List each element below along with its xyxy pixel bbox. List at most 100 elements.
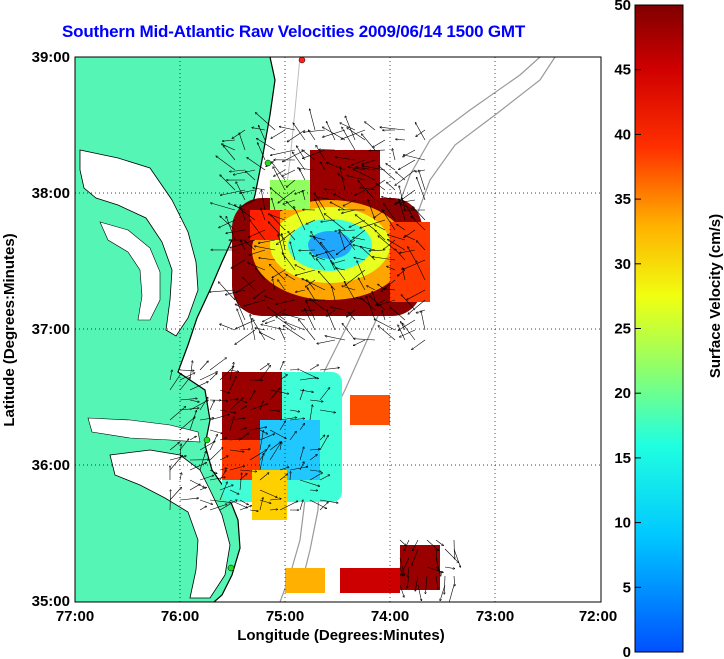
velocity-vector bbox=[239, 499, 248, 505]
velocity-vector bbox=[259, 499, 271, 503]
velocity-vector bbox=[310, 236, 326, 241]
velocity-vector bbox=[235, 297, 246, 321]
velocity-vector bbox=[312, 255, 326, 261]
velocity-vector bbox=[395, 189, 416, 205]
velocity-vector bbox=[387, 239, 406, 251]
velocity-vector bbox=[386, 182, 396, 191]
colorbar-tick-label: 25 bbox=[614, 321, 631, 338]
velocity-vector bbox=[357, 261, 366, 281]
velocity-vector bbox=[415, 575, 419, 591]
velocity-vector bbox=[310, 109, 316, 131]
velocity-vector bbox=[239, 399, 247, 403]
colorbar-tick-label: 45 bbox=[614, 62, 631, 79]
velocity-vector bbox=[303, 129, 326, 132]
velocity-vector bbox=[276, 299, 296, 304]
x-tick-label: 75:00 bbox=[266, 608, 304, 625]
velocity-vector bbox=[279, 327, 286, 341]
velocity-vector bbox=[358, 278, 366, 291]
velocity-vector bbox=[347, 176, 366, 181]
velocity-vector bbox=[271, 198, 276, 211]
velocity-vector bbox=[435, 575, 438, 589]
velocity-vector bbox=[324, 214, 346, 231]
velocity-vector bbox=[383, 203, 396, 221]
velocity-vector bbox=[293, 123, 306, 141]
velocity-vector bbox=[219, 482, 227, 501]
velocity-vector bbox=[282, 253, 296, 271]
velocity-vector bbox=[199, 361, 208, 371]
velocity-vector bbox=[362, 166, 386, 171]
velocity-vector bbox=[189, 436, 196, 441]
velocity-vector bbox=[235, 304, 246, 311]
velocity-vector bbox=[233, 169, 256, 175]
velocity-vector bbox=[250, 314, 256, 341]
velocity-vector bbox=[400, 321, 406, 331]
velocity-vector bbox=[271, 215, 286, 231]
velocity-vector bbox=[279, 375, 287, 381]
velocity-vector bbox=[189, 361, 192, 381]
velocity-vector bbox=[361, 298, 376, 311]
velocity-vector bbox=[279, 421, 286, 431]
velocity-vector bbox=[406, 289, 426, 300]
velocity-vector bbox=[309, 499, 327, 509]
velocity-vector bbox=[199, 372, 218, 381]
velocity-vector bbox=[219, 470, 226, 481]
velocity-vector bbox=[399, 557, 405, 575]
velocity-vector bbox=[299, 423, 305, 431]
velocity-vector bbox=[353, 339, 376, 341]
velocity-vector bbox=[247, 157, 266, 171]
velocity-vector bbox=[319, 387, 330, 401]
velocity-vector bbox=[335, 157, 356, 161]
velocity-vector bbox=[239, 473, 242, 491]
velocity-vector bbox=[449, 584, 455, 602]
velocity-vector bbox=[331, 261, 346, 281]
velocity-vector bbox=[315, 199, 326, 221]
velocity-vector bbox=[289, 369, 299, 370]
velocity-vector bbox=[229, 489, 239, 494]
velocity-vector bbox=[380, 127, 406, 131]
velocity-vector bbox=[259, 497, 263, 511]
velocity-vector bbox=[319, 502, 328, 511]
velocity-vector bbox=[245, 171, 256, 181]
velocity-vector bbox=[320, 162, 326, 171]
velocity-vector bbox=[272, 279, 276, 291]
velocity-vector bbox=[249, 450, 267, 461]
velocity-vector bbox=[372, 257, 396, 261]
velocity-vector bbox=[239, 199, 256, 208]
velocity-vector bbox=[392, 149, 396, 161]
velocity-vector bbox=[239, 449, 250, 450]
velocity-vector bbox=[386, 163, 396, 171]
velocity-vector bbox=[407, 575, 410, 588]
x-axis-label: Longitude (Degrees:Minutes) bbox=[237, 627, 445, 644]
velocity-vector bbox=[219, 366, 234, 381]
velocity-vector bbox=[257, 143, 266, 161]
bathymetry-contour-1 bbox=[279, 57, 541, 602]
velocity-vector bbox=[236, 182, 246, 201]
velocity-vector bbox=[189, 463, 207, 471]
velocity-vector bbox=[340, 166, 346, 191]
velocity-vector bbox=[319, 435, 325, 441]
velocity-vector bbox=[283, 325, 306, 341]
velocity-vector bbox=[387, 235, 406, 241]
velocity-vector bbox=[425, 575, 428, 594]
velocity-vector bbox=[259, 364, 269, 371]
velocity-vector bbox=[249, 219, 266, 241]
y-axis: 39:00 38:00 37:00 36:00 35:00 Latitude (… bbox=[1, 49, 70, 610]
velocity-vector bbox=[261, 208, 266, 221]
velocity-vector bbox=[305, 309, 316, 331]
velocity-vector bbox=[279, 501, 298, 511]
velocity-vector bbox=[399, 199, 406, 221]
velocity-vector bbox=[412, 339, 426, 350]
velocity-vector bbox=[234, 205, 256, 221]
velocity-vector bbox=[229, 449, 244, 452]
velocity-vector bbox=[295, 265, 306, 271]
velocity-vector bbox=[229, 439, 241, 440]
velocity-vector bbox=[401, 295, 416, 311]
velocity-vector bbox=[350, 229, 366, 242]
velocity-vector bbox=[229, 398, 243, 411]
velocity-vector bbox=[326, 163, 346, 171]
velocity-vector bbox=[256, 138, 276, 151]
velocity-vector bbox=[309, 449, 320, 450]
velocity-vector bbox=[405, 235, 416, 241]
velocity-vector bbox=[219, 468, 227, 471]
velocity-vector bbox=[282, 313, 306, 321]
